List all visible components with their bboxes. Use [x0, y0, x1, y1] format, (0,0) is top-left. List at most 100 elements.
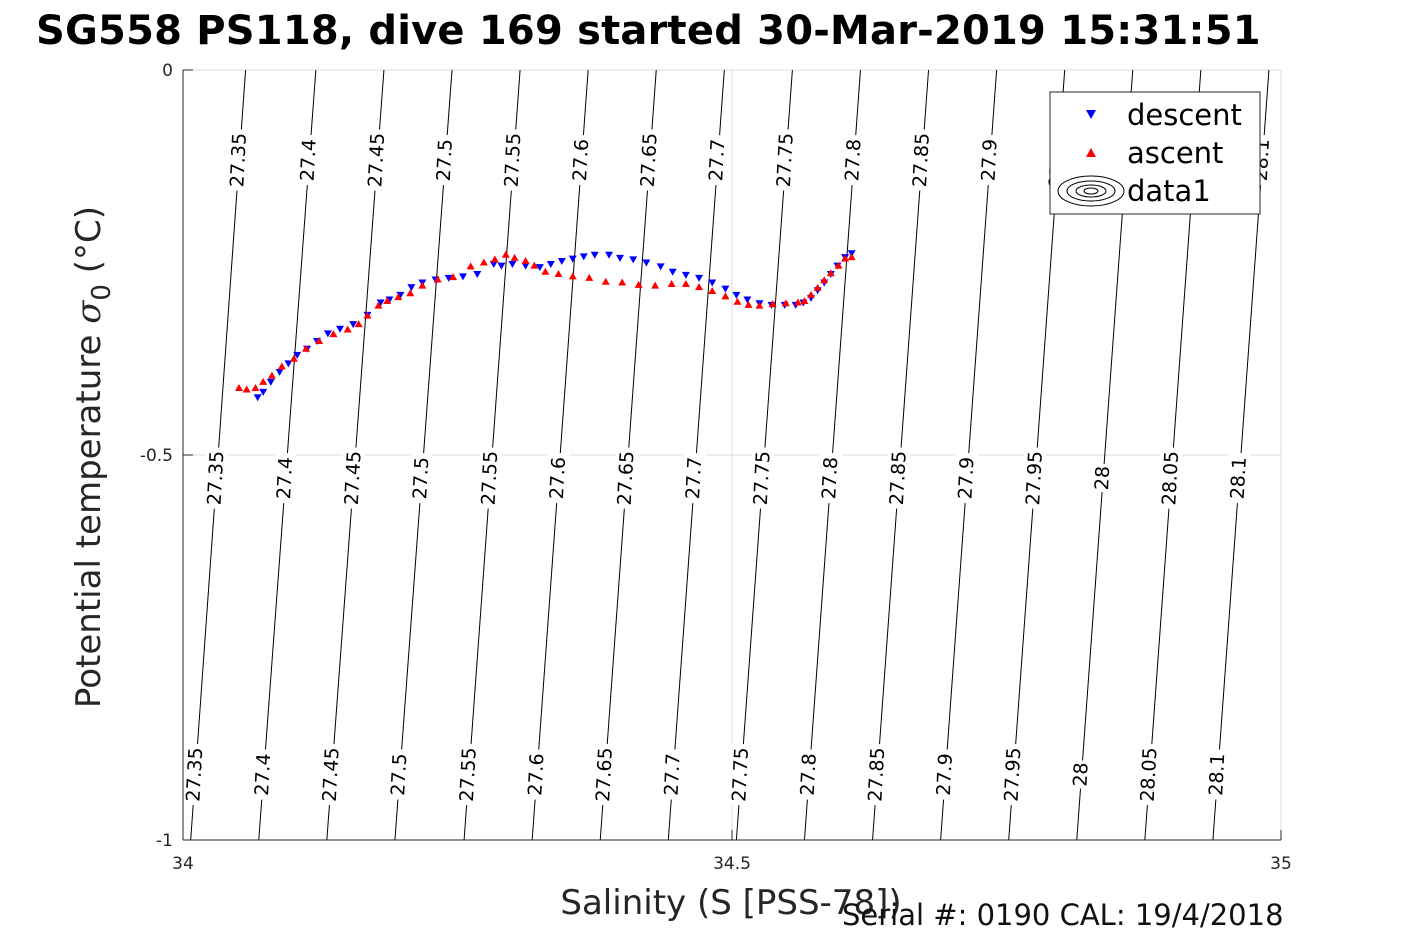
contour-label-bg — [274, 453, 297, 504]
descent-point — [629, 256, 638, 264]
legend-descent-marker — [1086, 110, 1096, 119]
descent-point — [253, 394, 262, 402]
ascent-point — [826, 269, 835, 277]
descent-point — [695, 274, 704, 282]
ascent-point — [251, 384, 260, 392]
y-axis-label: Potential temperature σ0 (°C) — [69, 206, 117, 708]
contour-label-bg — [366, 129, 389, 191]
y-tick-label: -0.5 — [140, 446, 173, 466]
ascent-point — [841, 254, 850, 262]
descent-point — [732, 291, 741, 299]
contour-label: 28.05 — [1137, 747, 1162, 802]
contour-label: 27.85 — [886, 450, 911, 505]
contour-label: 28.1 — [1205, 753, 1229, 796]
descent-point — [266, 378, 275, 386]
ascent-point — [394, 293, 403, 301]
contour-label: 27.7 — [705, 138, 729, 181]
contour-label: 27.45 — [364, 132, 389, 187]
descent-point — [743, 296, 752, 304]
contour-label: 27.5 — [409, 456, 433, 499]
descent-point — [579, 253, 588, 261]
contour-label: 27.4 — [251, 753, 275, 796]
contour-label-bg — [1206, 749, 1229, 800]
legend-data1-label: data1 — [1127, 174, 1211, 208]
ascent-point — [466, 262, 475, 270]
contour-label-bg — [1070, 760, 1093, 789]
contour-label: 28.05 — [1158, 450, 1183, 505]
contour-icon — [1057, 175, 1125, 207]
descent-point — [590, 251, 599, 259]
contour-label: 27.75 — [750, 450, 775, 505]
contour-label: 27.45 — [319, 747, 344, 802]
contour-label: 28.1 — [1227, 456, 1251, 499]
contour-label-bg — [593, 744, 616, 806]
contour-label: 27.7 — [660, 753, 684, 796]
contour-label-bg — [434, 135, 457, 186]
contour-label-bg — [205, 447, 228, 509]
contour-label-bg — [730, 744, 753, 806]
contour-label-bg — [683, 453, 706, 504]
contour-label: 27.8 — [797, 753, 821, 796]
ascent-point — [793, 298, 802, 306]
contour-label: 27.65 — [637, 132, 662, 187]
ascent-point — [479, 258, 488, 266]
descent-point — [489, 261, 498, 269]
ascent-point — [541, 267, 550, 275]
x-axis-ticks: 34 34.5 35 — [172, 830, 1292, 874]
legend: descent ascent data1 — [1049, 91, 1261, 215]
ascent-point — [329, 330, 338, 338]
contour-label: 28 — [1091, 465, 1114, 490]
contour-label: 27.6 — [524, 753, 548, 796]
descent-point — [616, 254, 625, 262]
ascent-point — [681, 280, 690, 288]
descent-point — [568, 255, 577, 263]
contour-label: 27.4 — [297, 138, 321, 181]
descent-point — [497, 262, 506, 270]
ascent-point — [383, 297, 392, 304]
y-tick-label: 0 — [162, 61, 173, 81]
contour-label-bg — [1138, 744, 1161, 806]
legend-item-descent: descent — [1086, 98, 1242, 132]
descent-point — [605, 251, 614, 259]
contour-label: 27.9 — [954, 456, 978, 499]
ascent-point — [315, 337, 324, 345]
y-tick-label: -1 — [156, 831, 173, 851]
contour-label-bg — [1002, 744, 1025, 806]
contour-label-bg — [570, 135, 593, 186]
contour-label-bg — [228, 129, 251, 191]
contour-label: 27.9 — [977, 138, 1001, 181]
descent-point — [521, 262, 530, 270]
descent-point — [275, 368, 284, 376]
ascent-point — [755, 301, 764, 309]
contour-label: 27.35 — [182, 747, 207, 802]
ascent-point — [733, 297, 742, 305]
contour-label-bg — [842, 135, 865, 186]
contour-label: 27.8 — [818, 456, 842, 499]
ascent-point — [820, 276, 829, 284]
descent-point — [535, 264, 544, 272]
descent-point — [473, 271, 482, 279]
ascent-point — [418, 281, 427, 289]
contour-label: 27.85 — [909, 132, 934, 187]
ascent-point — [301, 344, 310, 352]
contour-label-bg — [1024, 447, 1047, 509]
ascent-point — [708, 286, 717, 294]
descent-point — [349, 321, 358, 329]
ascent-point — [634, 280, 643, 288]
descent-point — [323, 330, 332, 338]
descent-point — [336, 325, 345, 333]
contour-label-bg — [955, 453, 978, 504]
contour-label-bg — [410, 453, 433, 504]
x-tick-label: 34 — [172, 854, 194, 874]
descent-point — [668, 268, 677, 276]
contour-label-bg — [479, 447, 502, 509]
contour-label-bg — [1092, 464, 1115, 493]
ascent-point — [554, 270, 563, 278]
ascent-point — [834, 261, 843, 269]
contour-label: 27.65 — [614, 450, 639, 505]
contour-label-bg — [774, 129, 797, 191]
ascent-point — [601, 277, 610, 285]
contour-label: 27.35 — [226, 132, 251, 187]
ascent-point — [768, 300, 777, 308]
contour-label-bg — [819, 453, 842, 504]
